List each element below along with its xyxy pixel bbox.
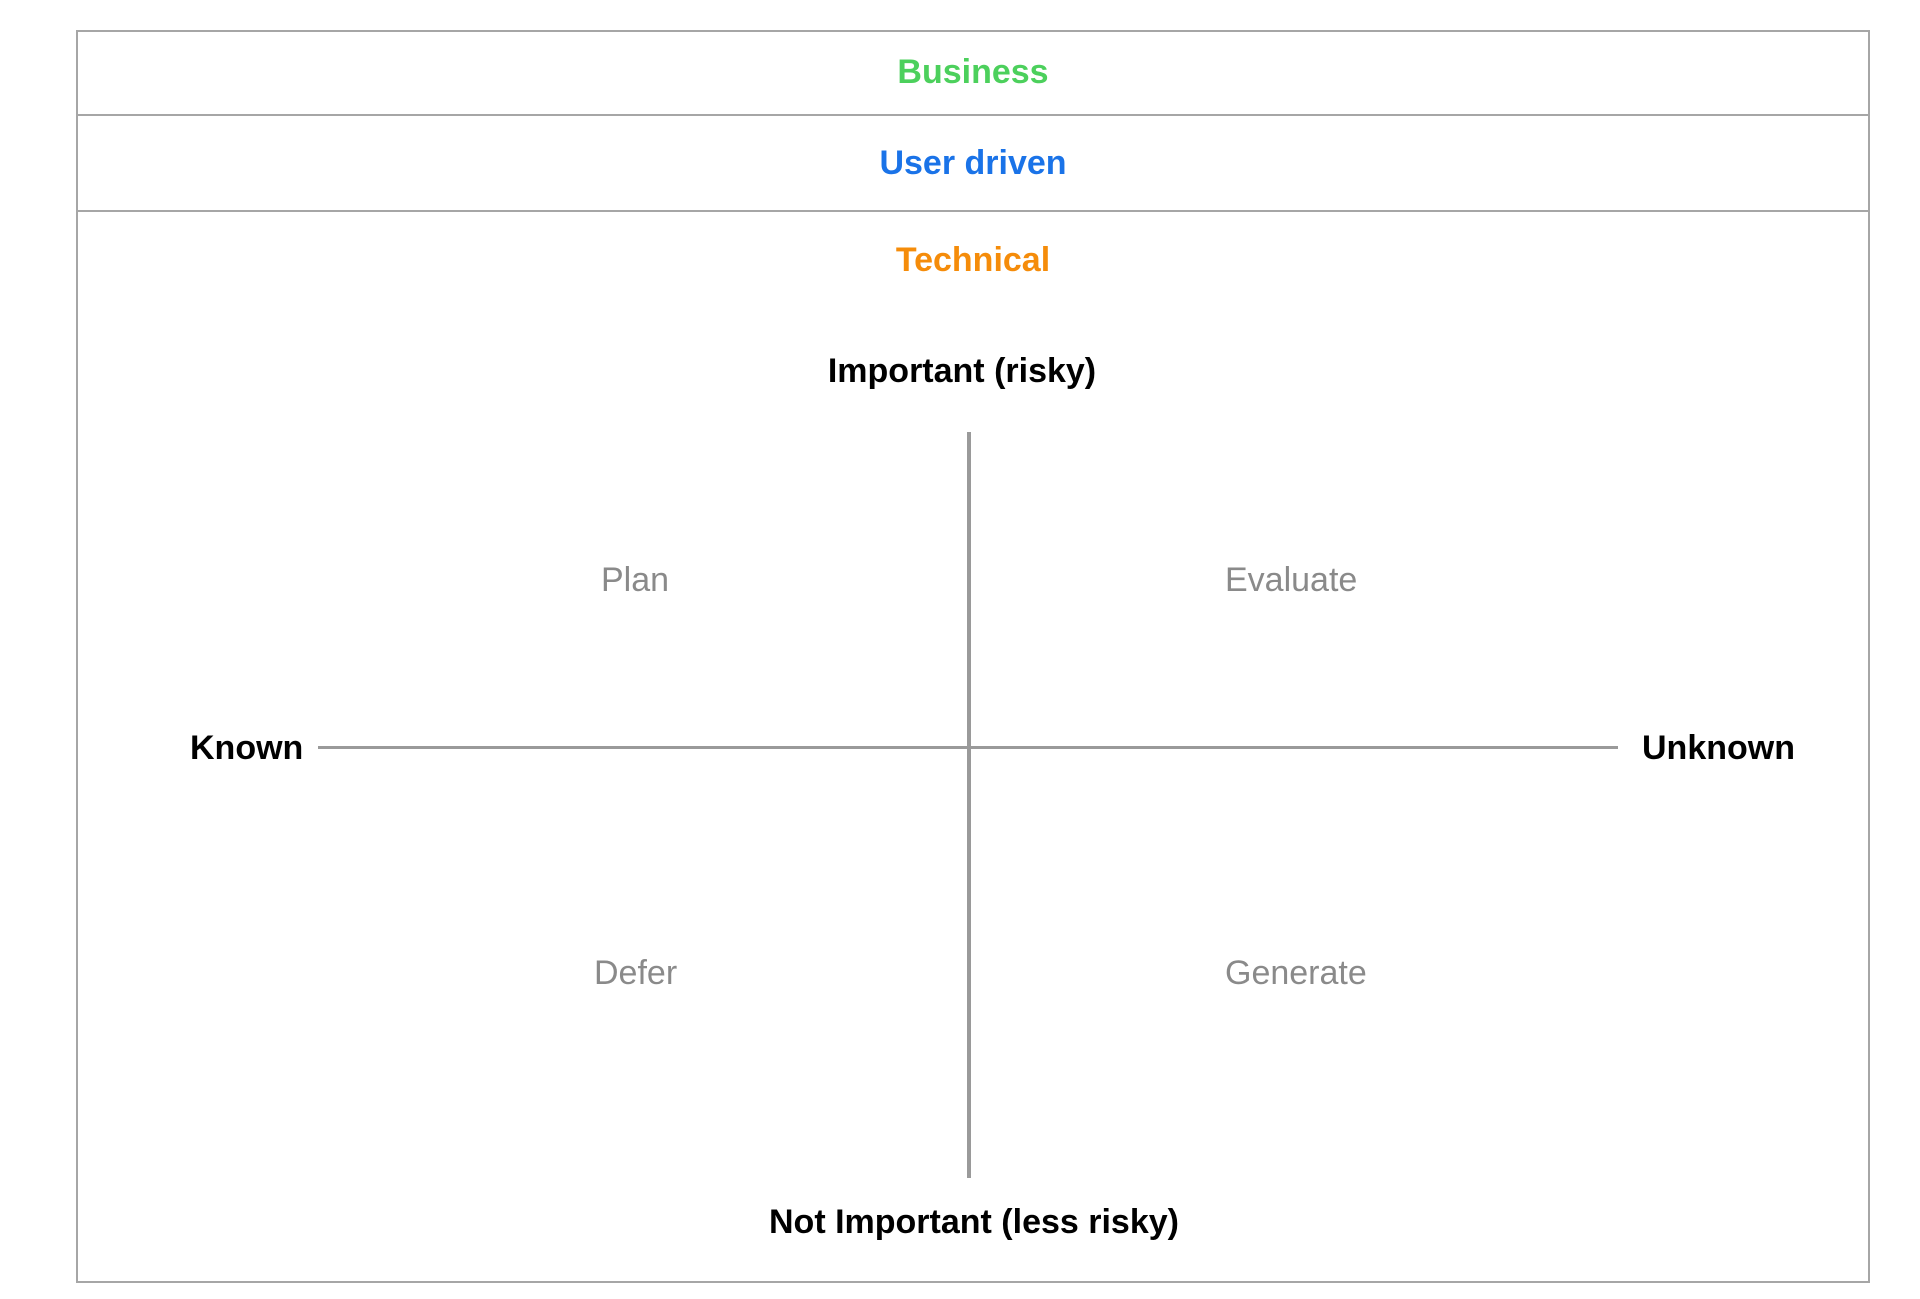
category-user-driven-label: User driven [879,144,1067,182]
axis-top-label: Important (risky) [827,352,1097,390]
quadrant-evaluate-label: Evaluate [1225,561,1358,599]
horizontal-axis-line [318,746,1618,749]
category-technical-label: Technical [895,241,1051,279]
category-user-driven: User driven [78,116,1868,212]
matrix-frame: Business User driven Technical [76,30,1870,1283]
category-technical: Technical [78,212,1868,308]
category-business: Business [78,32,1868,116]
axis-left-label: Known [190,729,304,767]
axis-bottom-label: Not Important (less risky) [769,1203,1179,1241]
quadrant-plan-label: Plan [601,561,670,599]
category-business-label: Business [897,53,1049,91]
quadrant-defer-label: Defer [594,954,678,992]
quadrant-generate-label: Generate [1225,954,1367,992]
axis-right-label: Unknown [1642,729,1795,767]
vertical-axis-line [967,432,971,1178]
